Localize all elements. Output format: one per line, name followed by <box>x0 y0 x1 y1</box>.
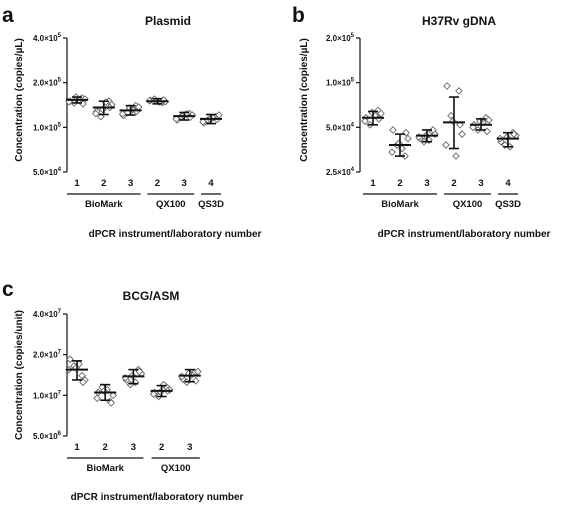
panel-b-data-point <box>361 117 369 126</box>
panel-c-x-tick-label: 2 <box>103 442 108 453</box>
panel-c-x-axis-title: dPCR instrument/laboratory number <box>71 492 244 503</box>
panel-letter-c: c <box>2 278 14 301</box>
panel-b-x-tick-label: 2 <box>397 178 402 189</box>
panel-a-y-tick-label: 4.0×105 <box>33 33 62 43</box>
panel-b-data-point <box>442 141 450 149</box>
panel-c: c BCG/ASM Concentration (copies/unit) dP… <box>2 278 244 503</box>
panel-b-data-point <box>447 111 455 120</box>
panel-b-x-tick-label: 4 <box>505 178 511 189</box>
panel-b-title: H37Rv gDNA <box>422 14 496 28</box>
panel-b-y-tick-label: 1.0×105 <box>326 78 355 88</box>
panel-a-x-tick-label: 1 <box>74 178 80 189</box>
panel-c-x-tick-label: 3 <box>187 442 192 453</box>
panel-a-x-tick-label: 2 <box>155 178 160 189</box>
panel-b: b H37Rv gDNA Concentration (copies/µL) d… <box>292 4 551 240</box>
panel-b-data-point <box>455 87 463 95</box>
panel-b-data-point <box>452 152 460 160</box>
panel-b-group-label: QX100 <box>453 199 483 210</box>
panel-c-data-point <box>149 390 158 399</box>
panel-c-x-tick-label: 1 <box>74 442 80 453</box>
panel-b-data-point <box>483 127 491 136</box>
panel-b-data-point <box>485 116 493 124</box>
panel-b-x-axis-title: dPCR instrument/laboratory number <box>378 229 551 240</box>
panel-b-group-label: BioMark <box>381 199 419 210</box>
panel-c-data-point <box>107 398 116 407</box>
panel-a-group-label: QX100 <box>156 199 186 210</box>
panel-letter-a: a <box>2 4 14 27</box>
panel-b-data-point <box>402 128 410 137</box>
panel-c-group-label: QX100 <box>161 463 191 474</box>
panel-b-y-tick-label: 2.5×104 <box>326 167 355 177</box>
panel-c-data-point <box>191 377 200 385</box>
panel-b-x-tick-label: 3 <box>478 178 483 189</box>
panel-b-data-point <box>377 109 385 118</box>
panel-a-x-axis-title: dPCR instrument/laboratory number <box>89 229 262 240</box>
panel-letter-b: b <box>292 4 305 27</box>
panel-b-data-point <box>482 113 490 122</box>
panel-b-data-point <box>429 126 437 134</box>
panel-c-group-label: BioMark <box>86 463 124 474</box>
panel-c-y-tick-label: 2.0×107 <box>33 350 62 360</box>
panel-a-data-point <box>199 117 207 126</box>
panel-a: a Plasmid Concentration (copies/µL) dPCR… <box>2 4 262 240</box>
panel-b-y-tick-label: 2.0×105 <box>326 33 355 43</box>
panel-c-title: BCG/ASM <box>123 289 180 303</box>
panel-a-data-point <box>172 115 181 123</box>
panel-a-title: Plasmid <box>145 14 191 28</box>
panel-c-y-axis-title: Concentration (copies/unit) <box>14 310 25 440</box>
panel-a-y-axis-title: Concentration (copies/µL) <box>14 38 25 162</box>
panel-b-data-point <box>388 148 396 157</box>
panel-a-data-point <box>91 109 100 118</box>
panel-b-y-axis-title: Concentration (copies/µL) <box>299 38 310 162</box>
panel-a-group-label: QS3D <box>198 199 224 210</box>
panel-a-x-tick-label: 2 <box>101 178 106 189</box>
panel-a-y-tick-label: 2.0×105 <box>33 78 62 88</box>
panel-c-data-point <box>66 355 74 364</box>
panel-a-x-tick-label: 3 <box>128 178 133 189</box>
panel-b-x-tick-label: 3 <box>424 178 429 189</box>
panel-b-x-tick-label: 1 <box>370 178 376 189</box>
panel-b-x-tick-label: 2 <box>451 178 456 189</box>
panel-b-data-point <box>404 134 412 143</box>
panel-b-data-point <box>389 126 397 134</box>
panel-c-y-tick-label: 4.0×107 <box>33 309 62 319</box>
panel-b-group-label: QS3D <box>495 199 521 210</box>
panel-c-y-tick-label: 5.0×106 <box>33 431 62 441</box>
panel-a-x-tick-label: 4 <box>208 178 214 189</box>
panel-b-y-tick-label: 5.0×104 <box>326 122 355 132</box>
panel-b-data-point <box>458 130 466 138</box>
panel-c-x-tick-label: 2 <box>159 442 164 453</box>
panel-c-data-point <box>93 394 102 403</box>
panel-a-data-point <box>118 110 127 118</box>
panel-c-data-point <box>109 391 118 400</box>
panel-a-y-tick-label: 5.0×104 <box>33 167 62 177</box>
panel-b-data-point <box>443 82 451 90</box>
panel-c-data-point <box>78 371 86 380</box>
panel-a-x-tick-label: 3 <box>182 178 187 189</box>
panel-c-x-tick-label: 3 <box>131 442 136 453</box>
panel-b-data-point <box>456 120 464 129</box>
panel-a-y-tick-label: 1.0×105 <box>33 122 62 132</box>
panel-c-y-tick-label: 1.0×107 <box>33 390 62 400</box>
panel-a-group-label: BioMark <box>85 199 123 210</box>
